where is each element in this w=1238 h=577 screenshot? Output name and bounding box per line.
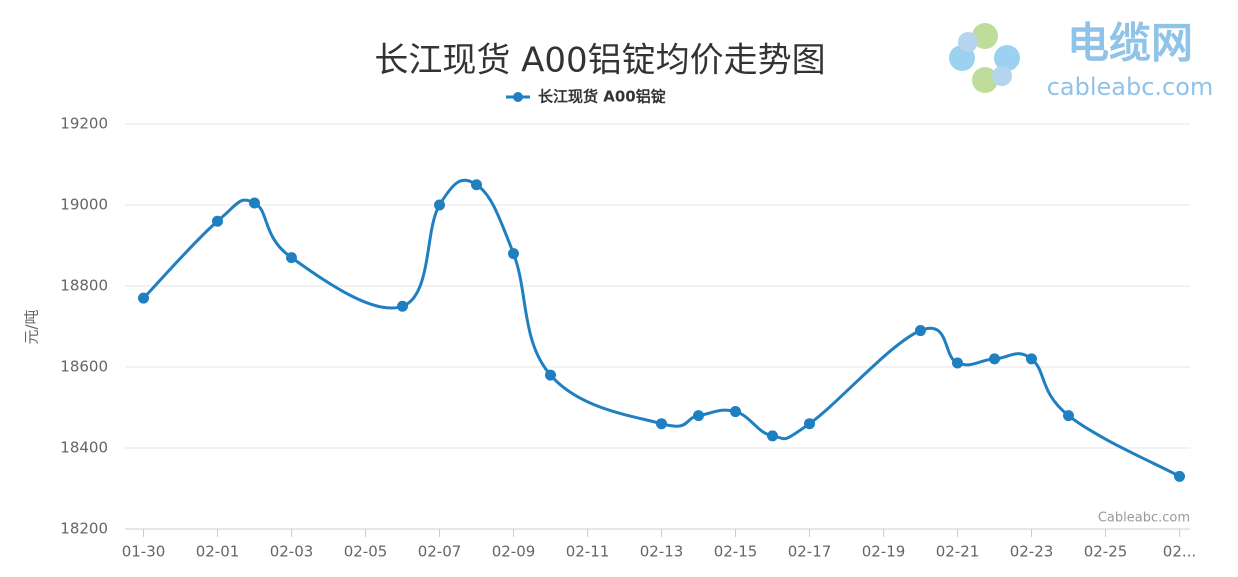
x-tick-label: 02-21 (936, 543, 980, 561)
y-tick-label: 18200 (60, 520, 108, 538)
x-tick-label: 02-11 (566, 543, 610, 561)
x-tick-label: 02-19 (862, 543, 906, 561)
line-segment (808, 329, 922, 425)
data-point (434, 199, 445, 211)
legend-marker (513, 92, 523, 102)
chart-title: 长江现货 A00铝锭均价走势图 (374, 41, 825, 81)
logo-url: cableabc.com (1047, 73, 1214, 101)
x-tick-label: 02-15 (714, 543, 758, 561)
line-segment (290, 256, 404, 310)
data-point (508, 248, 519, 260)
line-segment (956, 357, 995, 367)
data-point (1063, 410, 1074, 422)
line-segment (734, 410, 773, 438)
line-segment (549, 374, 662, 426)
x-tick-label: 02-07 (418, 543, 462, 561)
data-point (1174, 470, 1185, 482)
data-point (767, 430, 778, 442)
data-point (1026, 353, 1037, 365)
credits: Cableabc.com (1098, 511, 1190, 526)
data-point (804, 418, 815, 430)
x-tick-label: 02-13 (640, 543, 684, 561)
data-point (545, 369, 556, 381)
y-tick-label: 19000 (60, 196, 108, 214)
line-segment (772, 422, 811, 441)
line-segment (142, 220, 219, 300)
line-segment (1067, 414, 1181, 478)
x-tick-label: 02-05 (344, 543, 388, 561)
line-segment (253, 201, 293, 259)
data-point (138, 292, 149, 304)
line-segment (512, 253, 552, 377)
data-point (471, 179, 482, 191)
line-segment (438, 178, 478, 206)
data-point (952, 357, 963, 369)
data-point (286, 252, 297, 264)
line-segment (475, 183, 515, 255)
logo-icon (949, 23, 1020, 93)
x-tick-label: 02-23 (1010, 543, 1054, 561)
data-point (730, 406, 741, 418)
logo-name: 电缆网 (1067, 19, 1193, 68)
data-point (693, 410, 704, 422)
data-point (915, 325, 926, 337)
line-segment (919, 326, 959, 365)
x-tick-label: 02-25 (1084, 543, 1128, 561)
y-axis-label: 元/吨 (23, 309, 41, 344)
y-tick-label: 18400 (60, 439, 108, 457)
line-segment (994, 352, 1033, 361)
y-tick-label: 19200 (60, 115, 108, 133)
y-tick-label: 18800 (60, 277, 108, 295)
x-tick-label: 02... (1163, 543, 1196, 561)
legend-label[interactable]: 长江现货 A00铝锭 (538, 88, 666, 106)
data-point (249, 197, 260, 209)
y-tick-label: 18600 (60, 358, 108, 376)
line-segment (698, 408, 736, 418)
line-segment (216, 198, 256, 223)
x-tick-label: 02-03 (270, 543, 314, 561)
data-point (656, 418, 667, 430)
x-tick-label: 02-01 (196, 543, 240, 561)
data-point (212, 215, 223, 227)
x-tick-label: 02-09 (492, 543, 536, 561)
line-segment (661, 414, 699, 428)
x-tick-label: 01-30 (122, 543, 166, 561)
data-point (397, 300, 408, 312)
data-point (989, 353, 1000, 365)
x-tick-label: 02-17 (788, 543, 832, 561)
legend[interactable]: 长江现货 A00铝锭 (506, 88, 666, 106)
line-segment (401, 204, 441, 308)
